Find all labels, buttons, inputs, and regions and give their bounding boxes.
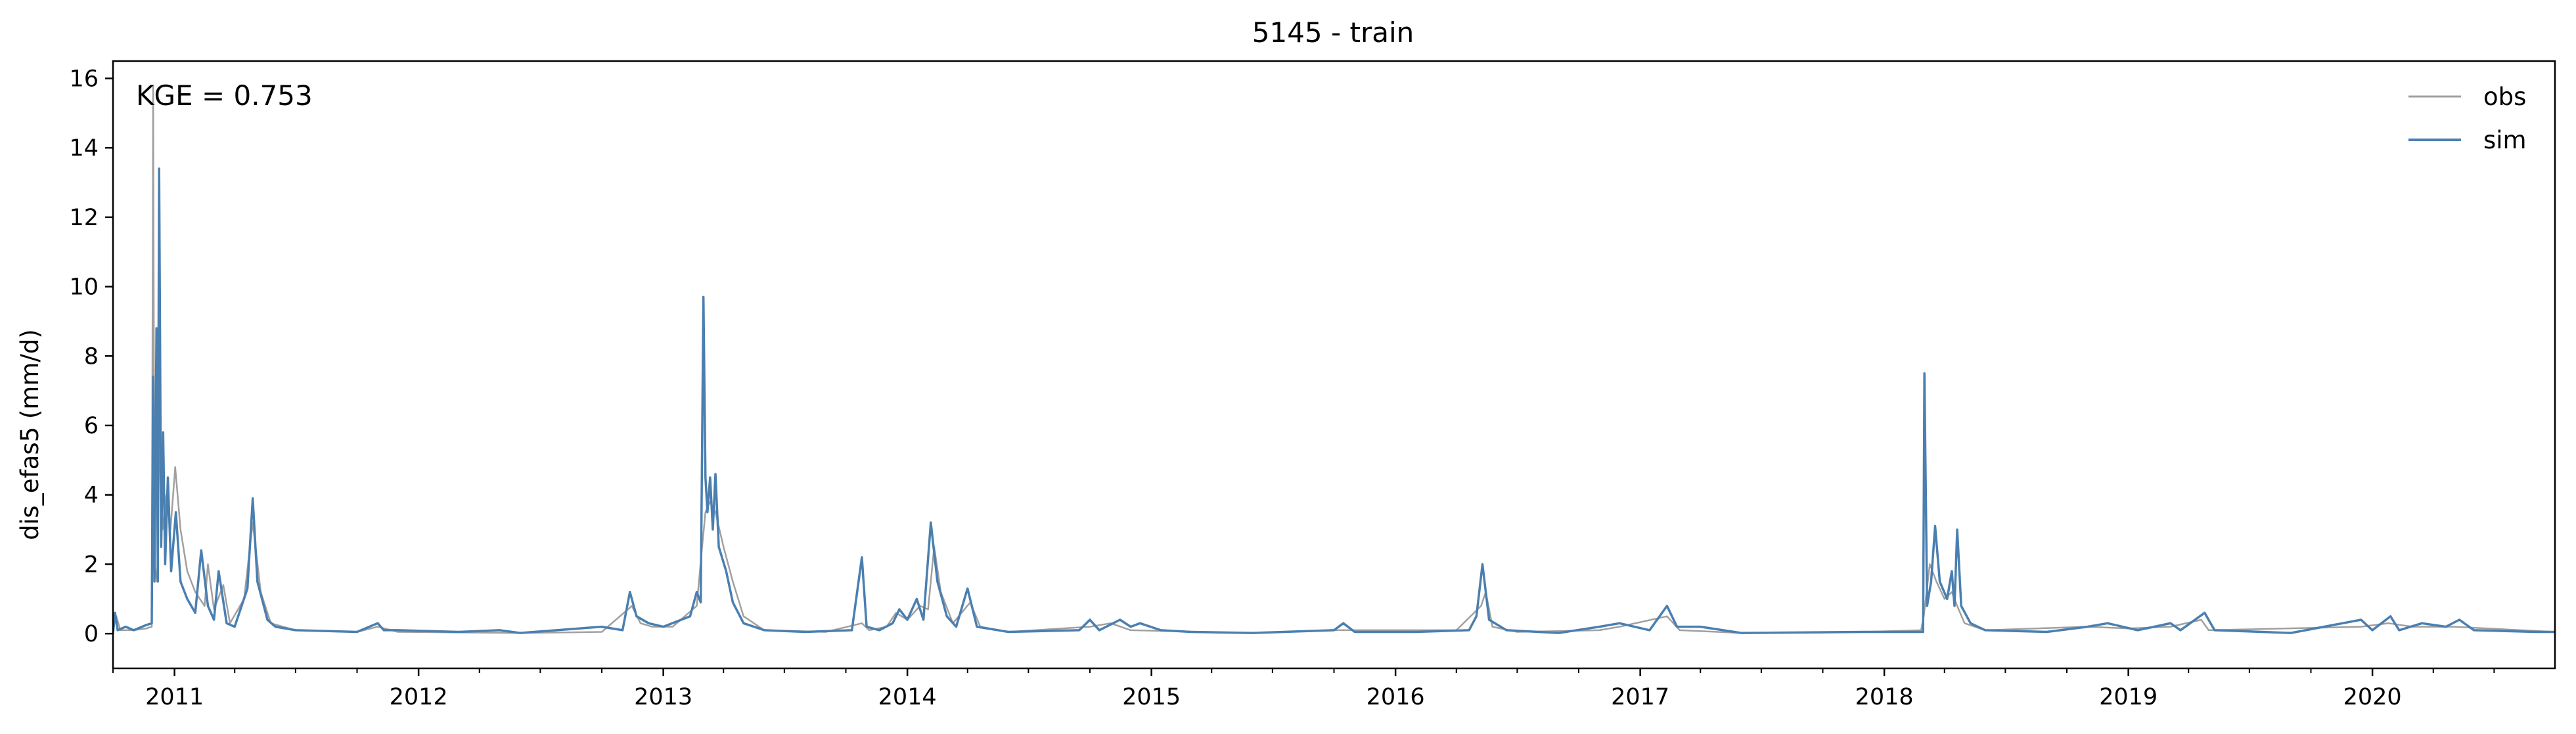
legend: obs sim: [2408, 83, 2527, 154]
plot-area: [113, 84, 2555, 634]
x-tick-label: 2017: [1611, 684, 1669, 710]
y-axis-label: dis_efas5 (mm/d): [16, 329, 44, 540]
x-tick-label: 2020: [2343, 684, 2402, 710]
legend-label-sim: sim: [2483, 126, 2527, 154]
x-tick-label: 2013: [634, 684, 692, 710]
y-axis: 0 2 4 6 8 10 12 14 16: [69, 66, 113, 647]
x-tick-label: 2019: [2099, 684, 2158, 710]
plot-frame: [112, 60, 2556, 670]
kge-annotation: KGE = 0.753: [136, 79, 313, 112]
y-tick-label: 2: [84, 551, 99, 578]
y-tick-label: 6: [84, 413, 99, 439]
y-tick-label: 4: [84, 483, 99, 509]
y-tick-label: 12: [69, 205, 99, 231]
series-line-obs: [113, 84, 2555, 634]
x-tick-label: 2016: [1367, 684, 1425, 710]
y-tick-label: 8: [84, 343, 99, 370]
x-tick-label: 2018: [1855, 684, 1914, 710]
y-tick-label: 16: [69, 66, 99, 92]
legend-label-obs: obs: [2483, 83, 2526, 111]
y-tick-label: 14: [69, 135, 99, 162]
x-axis: 2011 2012 2013 2014 2015 2016 2017 2018 2019 2020: [112, 668, 2495, 710]
x-tick-label: 2011: [145, 684, 204, 710]
x-tick-label: 2015: [1122, 684, 1181, 710]
x-tick-label: 2014: [878, 684, 937, 710]
series-line-sim: [113, 167, 2555, 634]
x-tick-label: 2012: [390, 684, 448, 710]
chart-title: 5145 - train: [1252, 16, 1414, 49]
y-tick-label: 10: [69, 274, 99, 301]
y-tick-label: 0: [84, 621, 99, 647]
series-layer: [113, 84, 2555, 634]
